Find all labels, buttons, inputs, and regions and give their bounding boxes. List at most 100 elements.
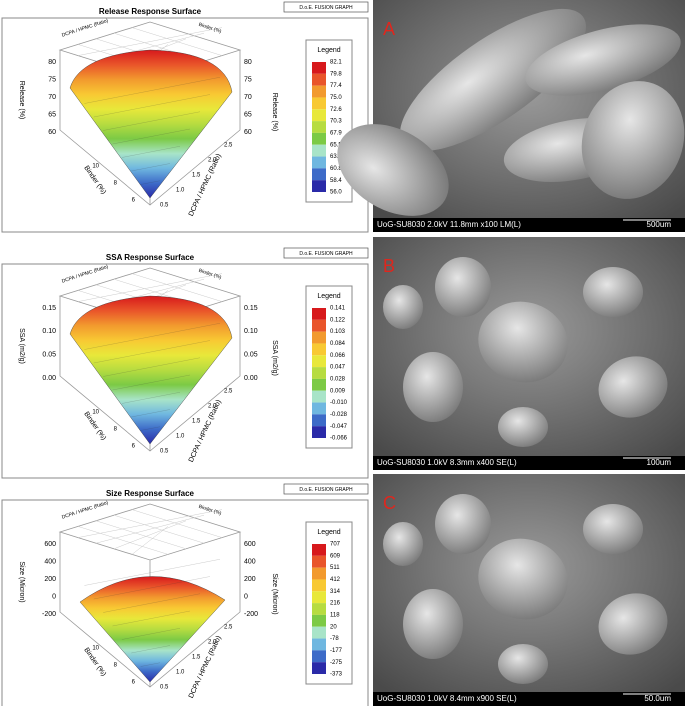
scale-label: 50.0um [644,694,671,703]
legend-title: Legend [317,293,340,300]
legend-swatch [312,650,326,663]
legend-swatch [312,662,326,674]
surface-mesh [131,163,171,172]
x-tick-label: 1.5 [192,655,201,661]
grid-line [113,514,205,544]
legend-swatch [312,544,326,556]
legend-swatch [312,626,326,639]
legend-value: 77.4 [330,83,342,89]
particle [383,522,423,566]
z-tick-label: 600 [244,541,256,548]
x-tick-label: 0.5 [160,685,169,691]
surface-mesh [93,576,211,600]
grid-line [131,27,223,56]
legend-swatch [312,319,326,332]
particle [383,285,423,329]
legend-title: Legend [317,529,340,536]
legend-swatch [312,168,326,181]
badge-box [283,247,369,259]
legend-swatch [312,367,326,379]
legend-value: 314 [330,589,341,595]
surface-mesh [103,593,201,613]
legend-value: 56.0 [330,190,342,196]
grid-line [95,514,205,544]
particle [525,24,681,96]
legend-swatch [312,614,326,627]
response-panel: SSA Response Surface D.o.E. FUSION GRAPH S… [1,247,369,479]
z-tick-label: 0.05 [244,352,258,359]
legend-value: 82.1 [330,60,342,66]
legend-value: 118 [330,612,340,618]
legend-swatch [312,555,326,568]
legend-value: 70.3 [330,119,342,125]
particle [598,356,668,418]
particle [498,407,548,447]
legend-value: -0.066 [330,436,348,442]
y-tick-label: 6 [132,198,136,204]
panel-title: SSA Response Surface [106,253,195,262]
legend-swatch [312,331,326,344]
x-tick-label: 1.0 [176,670,185,676]
x-tick-label: 0.5 [160,203,169,209]
sem-image: B UoG-SU8030 1.0kV 8.3mm x400 SE(L) 100um [373,237,685,470]
legend-value: 0.122 [330,317,346,323]
z-tick-label: 0 [244,593,248,600]
grid-line [77,273,223,302]
panel-label: A [383,19,395,39]
legend-value: 58.4 [330,178,342,184]
surface-mesh [140,662,161,667]
badge: D.o.E. FUSION GRAPH [299,5,353,11]
y-tick-label: 8 [114,427,118,433]
legend-value: 20 [330,624,337,630]
legend-swatch [312,156,326,169]
surface [79,576,226,683]
scale-label: 500um [647,220,672,229]
legend-swatch [312,132,326,145]
badge: D.o.E. FUSION GRAPH [299,251,353,257]
legend-value: 707 [330,542,341,548]
x-tick-label: 1.0 [176,434,185,440]
legend-value: 0.028 [330,376,346,382]
panel-title: Size Response Surface [106,489,195,498]
legend-swatch [312,603,326,615]
z-axis-label: Release (%) [18,81,25,120]
grid-line [77,509,223,538]
z-axis-label: SSA (m2/g) [271,340,278,376]
y-tick-label: 10 [92,164,99,170]
sem-image: A UoG-SU8030 2.0kV 11.8mm x100 LM(L) 500um [337,0,685,232]
y-tick-label: 6 [132,680,136,686]
particle [478,301,568,383]
x-tick-label: 2.0 [208,640,217,646]
surface-mesh [112,374,191,391]
scale-label: 100um [647,458,672,467]
z-tick-label: 75 [48,76,56,83]
y-tick-label: 8 [114,181,118,187]
caption-bar [373,692,685,706]
surface-mesh [121,392,181,404]
z-tick-label: 600 [44,541,56,548]
legend-value: 511 [330,565,340,571]
legend-swatch [312,62,326,74]
legend-value: 0.009 [330,388,346,394]
z-axis-label: SSA (m2/g) [18,328,25,364]
z-tick-label: 0.10 [42,328,56,335]
z-tick-label: 200 [44,576,56,583]
legend-value: 0.066 [330,353,346,359]
particle [403,589,463,659]
legend-value: 216 [330,601,341,607]
z-tick-label: -200 [42,611,56,618]
particle [583,504,643,554]
legend-swatch [312,144,326,157]
x-tick-label: 2.5 [224,389,233,395]
legend-value: 72.6 [330,107,342,113]
z-tick-label: 200 [244,576,256,583]
particle [435,257,491,317]
z-tick-label: 0 [52,593,56,600]
legend-value: 0.103 [330,329,346,335]
surface-mesh [84,77,221,104]
z-tick-label: 70 [244,94,252,101]
legend-value: 79.8 [330,71,342,77]
z-tick-label: 0.00 [42,375,56,382]
y-tick-label: 8 [114,663,118,669]
